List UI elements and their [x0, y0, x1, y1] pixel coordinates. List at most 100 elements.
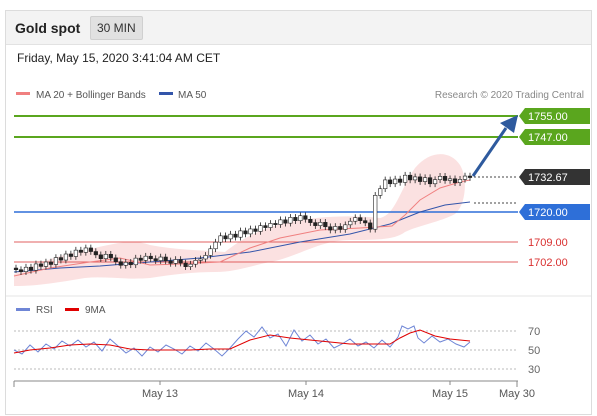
ma50-line: [13, 201, 471, 273]
target1-label: 1747.00: [519, 129, 590, 145]
current-price-label: 1732.67: [519, 169, 590, 185]
candle-body: [53, 257, 59, 265]
candle-body: [18, 269, 24, 272]
candle-body: [58, 257, 64, 261]
candle-body: [308, 219, 313, 223]
ma20-legend-label: MA 20 + Bollinger Bands: [36, 90, 146, 101]
candle-body: [13, 267, 19, 271]
candle-body: [462, 175, 468, 180]
candle-body: [143, 255, 148, 261]
candle-body: [103, 253, 108, 259]
candle-body: [243, 230, 248, 235]
candle-body: [163, 256, 168, 262]
candle-body: [178, 259, 183, 264]
candle-body: [158, 256, 163, 261]
candle-body: [383, 179, 388, 190]
copyright-text: Research © 2020 Trading Central: [435, 90, 584, 101]
candle-body: [133, 257, 138, 266]
support2-label: 1702.00: [528, 257, 568, 269]
candle-body: [188, 263, 193, 267]
candle-body: [43, 261, 49, 267]
support1-label: 1709.00: [528, 237, 568, 249]
rsi-ma-line: [13, 329, 471, 354]
candle-body: [228, 233, 233, 240]
projection-arrow-head: [500, 115, 518, 133]
candle-body: [123, 261, 128, 266]
candle-body: [88, 247, 93, 252]
rsi-ma-legend-label: 9MA: [85, 305, 106, 316]
candle-body: [78, 249, 83, 253]
candle-body: [263, 225, 268, 228]
ma20-legend-swatch: [16, 92, 30, 95]
candle-body: [128, 261, 133, 266]
candle-body: [23, 266, 29, 272]
candle-body: [452, 178, 458, 183]
candle-body: [148, 255, 153, 259]
candle-body: [333, 226, 338, 231]
candle-body: [393, 178, 398, 185]
chart-header: Gold spot 30 MIN: [6, 11, 591, 45]
candle-body: [422, 177, 428, 182]
candle-body: [248, 228, 253, 235]
rsi-legend-swatch: [16, 308, 30, 311]
rsi-70-label: 70: [528, 326, 540, 338]
svg-text:1720.00: 1720.00: [528, 207, 568, 219]
candle-body: [68, 253, 73, 257]
candle-body: [318, 222, 323, 226]
candle-body: [203, 255, 208, 260]
svg-text:1747.00: 1747.00: [528, 132, 568, 144]
instrument-title: Gold spot: [15, 20, 81, 36]
candle-body: [268, 223, 273, 228]
timeframe-button[interactable]: 30 MIN: [90, 16, 143, 40]
candle-body: [83, 247, 88, 253]
x-label-may30: May 30: [499, 388, 535, 400]
svg-text:1755.00: 1755.00: [528, 111, 568, 123]
rsi-30-label: 30: [528, 364, 540, 376]
ma20-line: [13, 179, 471, 277]
candle-body: [432, 179, 438, 185]
candle-body: [173, 259, 178, 264]
candle-body: [273, 223, 278, 225]
candle-body: [253, 228, 258, 232]
candle-body: [358, 217, 363, 221]
candle-body: [427, 177, 433, 185]
candle-body: [73, 249, 78, 257]
candle-body: [353, 217, 358, 222]
projection-arrow-line: [471, 127, 508, 177]
candle-body: [298, 215, 303, 221]
candle-body: [368, 222, 373, 230]
candle-body: [113, 257, 118, 263]
candle-body: [138, 257, 143, 261]
candle-body: [223, 235, 228, 240]
candle-body: [28, 266, 34, 271]
candle-body: [218, 235, 223, 243]
x-label-may13: May 13: [142, 388, 178, 400]
candle-body: [63, 253, 68, 261]
x-label-may15: May 15: [432, 388, 468, 400]
candle-body: [288, 217, 293, 224]
candle-body: [98, 254, 103, 259]
candle-body: [198, 258, 203, 261]
candle-body: [108, 253, 113, 259]
candle-body: [408, 174, 413, 181]
candle-body: [348, 220, 353, 226]
candle-body: [467, 175, 473, 178]
candle-body: [343, 224, 348, 230]
candle-body: [38, 263, 44, 267]
bollinger-band-area: [14, 154, 465, 286]
candle-body: [118, 261, 123, 266]
target2-label: 1755.00: [519, 108, 590, 124]
candlestick-series: [13, 171, 473, 275]
candle-body: [338, 226, 343, 230]
candle-body: [323, 222, 328, 228]
candle-body: [457, 179, 463, 183]
ma50-legend-label: MA 50: [178, 90, 207, 101]
candle-body: [208, 248, 213, 256]
candle-body: [48, 261, 54, 265]
candle-body: [233, 233, 238, 238]
candle-body: [313, 222, 318, 226]
candle-body: [413, 176, 418, 181]
candle-body: [378, 188, 383, 196]
candle-body: [283, 219, 288, 224]
svg-text:1732.67: 1732.67: [528, 172, 568, 184]
